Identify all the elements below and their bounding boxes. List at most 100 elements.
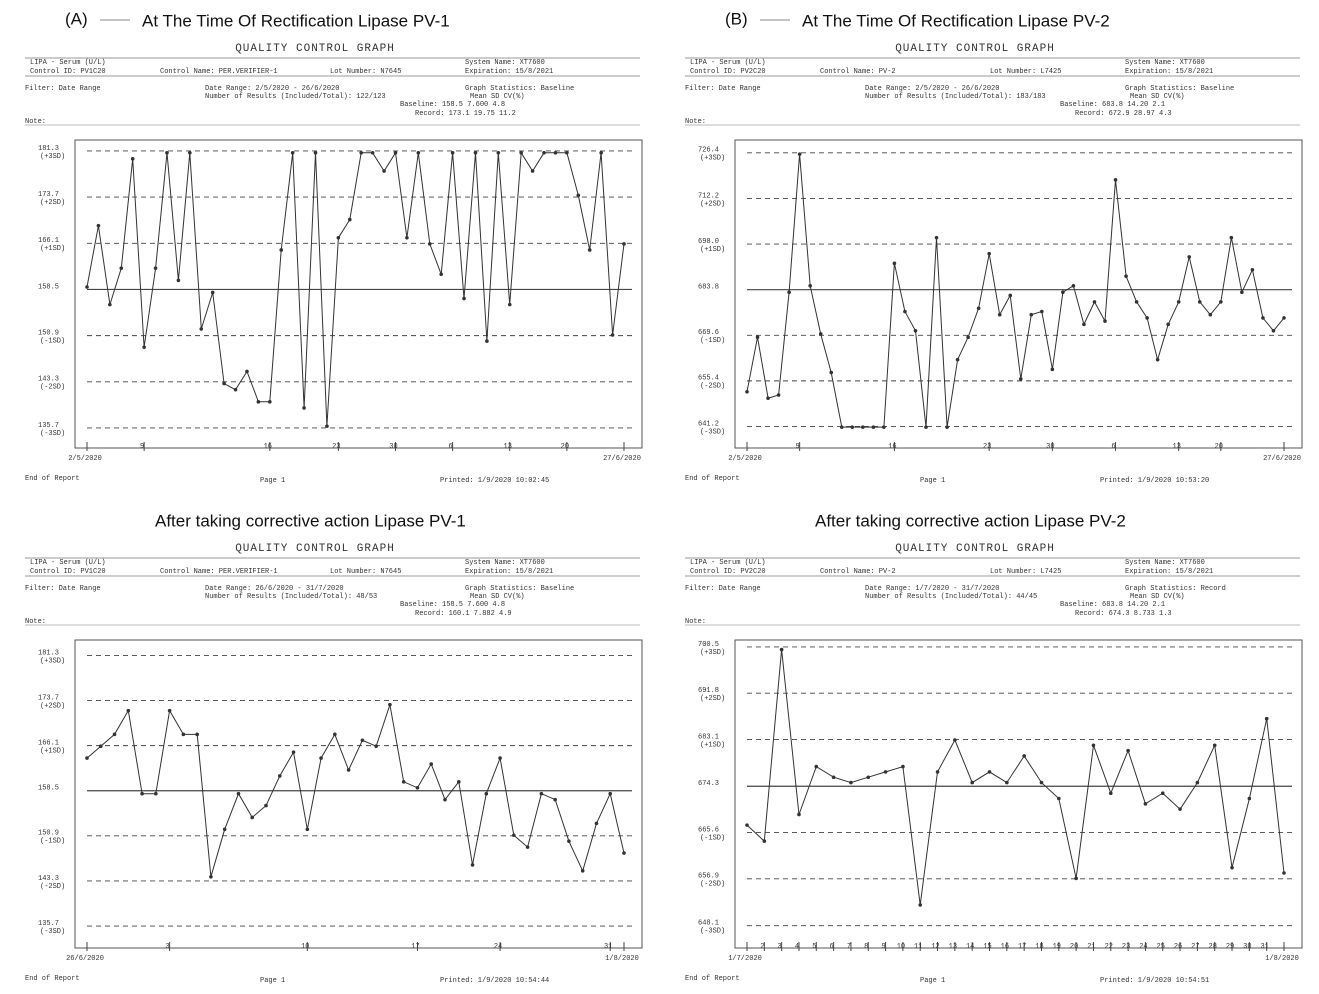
- x-tick-label: 3: [778, 943, 782, 951]
- header-field: Expiration: 15/8/2021: [465, 68, 553, 76]
- data-point: [131, 157, 135, 161]
- footer-field: Page 1: [260, 477, 285, 485]
- data-point: [291, 151, 295, 155]
- y-tick-label: 158.5: [38, 283, 59, 291]
- y-tick-sublabel: (-1SD): [40, 838, 65, 846]
- data-point: [1074, 877, 1078, 881]
- x-tick-label: 31: [604, 943, 612, 951]
- header-field: Date Range: 26/6/2020 - 31/7/2020: [205, 585, 344, 593]
- data-point: [595, 822, 599, 826]
- data-point: [471, 863, 475, 867]
- x-tick-label: 17: [1018, 943, 1026, 951]
- footer-field: Printed: 1/9/2020 10:54:51: [1100, 977, 1209, 985]
- header-field: Lot Number: L7425: [990, 568, 1061, 576]
- header-field: Date Range: 1/7/2020 - 31/7/2020: [865, 585, 999, 593]
- header-field: LIPA - Serum (U/L): [690, 559, 766, 567]
- footer-field: Printed: 1/9/2020 10:02:45: [440, 477, 549, 485]
- y-tick-sublabel: (+1SD): [700, 246, 725, 254]
- chart-panel: After taking corrective action Lipase PV…: [685, 511, 1302, 984]
- data-point: [553, 798, 557, 802]
- x-tick-label: 6: [449, 443, 453, 451]
- data-point: [1240, 290, 1244, 294]
- y-tick-label: 166.1: [38, 739, 59, 747]
- header-field: Control ID: PV2C20: [690, 68, 766, 76]
- header-field: Mean SD CV(%): [470, 593, 525, 601]
- data-point: [485, 792, 489, 796]
- data-point: [347, 768, 351, 772]
- x-tick-label: 2: [760, 943, 764, 951]
- y-tick-label: 135.7: [38, 920, 59, 928]
- data-point: [893, 262, 897, 266]
- x-tick-label: 3: [166, 943, 170, 951]
- data-point: [405, 236, 409, 240]
- data-point: [1219, 300, 1223, 304]
- x-tick-label: 2/5/2020: [68, 455, 102, 463]
- data-point: [531, 169, 535, 173]
- header-field: Mean SD CV(%): [1130, 593, 1185, 601]
- data-point: [319, 756, 323, 760]
- x-tick-label: 13: [504, 443, 512, 451]
- data-point: [497, 151, 501, 155]
- data-point: [1040, 781, 1044, 785]
- header-field: LIPA - Serum (U/L): [30, 59, 106, 67]
- data-point: [588, 248, 592, 252]
- data-point: [462, 297, 466, 301]
- data-point: [374, 744, 378, 748]
- data-point: [745, 390, 749, 394]
- data-point: [337, 236, 341, 240]
- x-tick-label: 1/8/2020: [605, 955, 639, 963]
- data-point: [872, 425, 876, 429]
- data-point: [987, 252, 991, 256]
- data-point: [127, 709, 131, 713]
- data-point: [1166, 323, 1170, 327]
- header-field: Mean SD CV(%): [1130, 93, 1185, 101]
- data-point: [1008, 294, 1012, 298]
- header-field: System Name: XT7600: [1125, 59, 1205, 67]
- data-point: [177, 279, 181, 283]
- x-tick-label: 15: [983, 943, 991, 951]
- y-tick-sublabel: (+3SD): [40, 153, 65, 161]
- data-point: [140, 792, 144, 796]
- data-point: [1051, 368, 1055, 372]
- data-point: [1261, 316, 1265, 320]
- header-field: Number of Results (Included/Total): 122/…: [205, 93, 386, 101]
- y-tick-sublabel: (+2SD): [700, 200, 725, 208]
- data-point: [829, 371, 833, 375]
- header-field: Number of Results (Included/Total): 44/4…: [865, 593, 1037, 601]
- header-field: Date Range: 2/5/2020 - 26/6/2020: [865, 85, 999, 93]
- y-tick-label: 150.9: [38, 329, 59, 337]
- header-field: LIPA - Serum (U/L): [30, 559, 106, 567]
- y-tick-sublabel: (+2SD): [700, 695, 725, 703]
- data-point: [85, 756, 89, 760]
- data-point: [808, 284, 812, 288]
- data-point: [1093, 300, 1097, 304]
- y-tick-label: 691.8: [698, 687, 719, 695]
- panel-heading: At The Time Of Rectification Lipase PV-1: [142, 11, 450, 30]
- data-point: [439, 272, 443, 276]
- panel-heading: At The Time Of Rectification Lipase PV-2: [802, 11, 1110, 30]
- data-point: [622, 242, 626, 246]
- graph-title: QUALITY CONTROL GRAPH: [235, 43, 395, 55]
- x-tick-label: 4: [795, 943, 799, 951]
- header-field: Filter: Date Range: [685, 85, 761, 93]
- data-point: [1156, 358, 1160, 362]
- data-point: [882, 425, 886, 429]
- x-tick-label: 9: [881, 943, 885, 951]
- header-field: Control ID: PV2C20: [690, 568, 766, 576]
- x-tick-label: 13: [1173, 443, 1181, 451]
- footer-field: Printed: 1/9/2020 10:54:44: [440, 977, 549, 985]
- data-point: [1213, 744, 1217, 748]
- panel-label: (B): [725, 9, 748, 28]
- panel-heading: After taking corrective action Lipase PV…: [815, 511, 1126, 530]
- y-tick-label: 143.3: [38, 376, 59, 384]
- y-tick-label: 674.3: [698, 780, 719, 788]
- x-tick-label: 22: [1105, 943, 1113, 951]
- y-tick-sublabel: (-2SD): [700, 383, 725, 391]
- data-point: [1082, 323, 1086, 327]
- y-tick-label: 158.5: [38, 785, 59, 793]
- data-point: [348, 218, 352, 222]
- y-tick-label: 181.3: [38, 649, 59, 657]
- data-point: [361, 738, 365, 742]
- x-tick-label: 28: [1209, 943, 1217, 951]
- x-tick-label: 30: [1046, 443, 1054, 451]
